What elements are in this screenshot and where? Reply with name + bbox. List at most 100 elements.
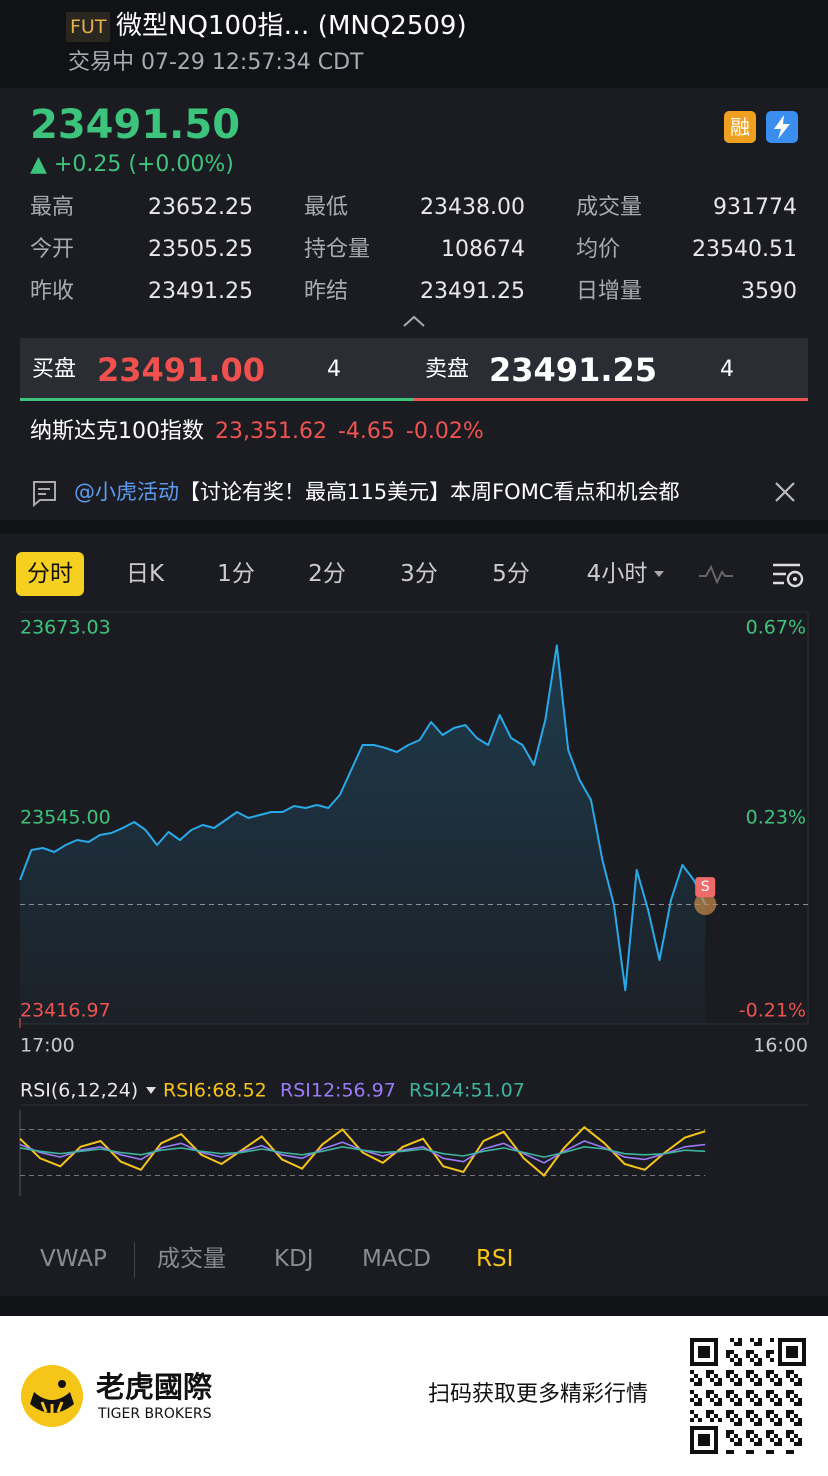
qr-module — [754, 1382, 758, 1386]
qr-module — [766, 1410, 770, 1414]
index-quote: 纳斯达克100指数 23,351.62 -4.65 -0.02% — [30, 417, 484, 447]
qr-module — [714, 1426, 718, 1430]
indicator-tab[interactable]: 成交量 — [157, 1246, 226, 1272]
qr-module — [778, 1418, 782, 1422]
qr-module — [730, 1350, 734, 1354]
qr-module — [802, 1358, 806, 1362]
qr-module — [746, 1374, 750, 1378]
rsi-legend: RSI6:68.52 — [163, 1080, 267, 1102]
qr-module — [698, 1354, 702, 1358]
announcement-text[interactable]: 【讨论有奖！最高115美元】本周FOMC看点和机会都 — [179, 480, 680, 504]
chart-type-icon[interactable] — [698, 562, 734, 586]
qr-module — [706, 1354, 710, 1358]
qr-module — [714, 1414, 718, 1418]
qr-module — [746, 1450, 750, 1454]
qr-module — [798, 1402, 802, 1406]
qr-module — [714, 1350, 718, 1354]
qr-module — [802, 1354, 806, 1358]
qr-module — [786, 1434, 790, 1438]
qr-module — [758, 1422, 762, 1426]
settings-icon[interactable] — [770, 560, 806, 590]
qr-module — [690, 1370, 694, 1374]
qr-module — [758, 1342, 762, 1346]
collapse-chevron[interactable] — [402, 314, 426, 328]
order-book — [20, 338, 808, 398]
bid-bar — [20, 398, 414, 401]
qr-module — [746, 1410, 750, 1414]
qr-module — [726, 1390, 730, 1394]
qr-module — [758, 1378, 762, 1382]
stat-label: 最低 — [304, 195, 349, 220]
indicator-tab[interactable]: RSI — [476, 1246, 514, 1272]
qr-module — [778, 1350, 782, 1354]
qr-module — [766, 1370, 770, 1374]
qr-module — [786, 1450, 790, 1454]
qr-module — [766, 1450, 770, 1454]
qr-module — [746, 1390, 750, 1394]
qr-module — [698, 1434, 702, 1438]
qr-module — [790, 1350, 794, 1354]
qr-module — [714, 1402, 718, 1406]
period-tab[interactable]: 2分 — [308, 561, 346, 587]
mention[interactable]: @小虎活动 — [74, 480, 179, 504]
period-tab[interactable]: 分时 — [16, 552, 84, 596]
indicator-tab[interactable]: MACD — [362, 1246, 431, 1272]
qr-module — [774, 1394, 778, 1398]
qr-module — [726, 1354, 730, 1358]
qr-module — [730, 1450, 734, 1454]
qr-module — [698, 1350, 702, 1354]
qr-module — [790, 1378, 794, 1382]
qr-module — [790, 1410, 794, 1414]
period-tab[interactable]: 日K — [125, 561, 165, 587]
period-tab[interactable]: 4小时 — [586, 561, 648, 587]
index-name: 纳斯达克100指数 — [30, 419, 204, 444]
qr-module — [798, 1338, 802, 1342]
last-price: 23491.50 — [30, 102, 241, 148]
qr-module — [746, 1370, 750, 1374]
qr-module — [750, 1350, 754, 1354]
ask-price: 23491.25 — [489, 351, 658, 389]
lightning-badge — [766, 111, 798, 143]
qr-module — [790, 1362, 794, 1366]
signal-badge — [695, 877, 716, 898]
qr-module — [710, 1390, 714, 1394]
qr-module — [698, 1450, 702, 1454]
qr-module — [766, 1434, 770, 1438]
qr-module — [730, 1378, 734, 1382]
period-tab[interactable]: 3分 — [400, 561, 438, 587]
qr-module — [766, 1374, 770, 1378]
qr-module — [738, 1382, 742, 1386]
qr-module — [698, 1438, 702, 1442]
qr-module — [778, 1358, 782, 1362]
indicator-tab[interactable]: KDJ — [274, 1246, 314, 1272]
indicator-tab[interactable]: VWAP — [40, 1246, 107, 1272]
qr-module — [714, 1358, 718, 1362]
qr-module — [698, 1442, 702, 1446]
qr-module — [754, 1442, 758, 1446]
qr-module — [754, 1354, 758, 1358]
qr-module — [770, 1418, 774, 1422]
qr-module — [778, 1442, 782, 1446]
stat-label: 昨收 — [30, 279, 75, 304]
header-bar — [0, 0, 828, 88]
qr-module — [738, 1398, 742, 1402]
period-tab[interactable]: 1分 — [217, 561, 255, 587]
y-tick-label: 23673.03 — [20, 617, 111, 639]
period-tab[interactable]: 5分 — [492, 561, 530, 587]
qr-module — [786, 1350, 790, 1354]
y-tick-label: 23416.97 — [20, 1000, 111, 1022]
rsi-legend: RSI12:56.97 — [280, 1080, 396, 1102]
y2-tick-label: 0.67% — [746, 617, 806, 639]
qr-module — [726, 1374, 730, 1378]
close-icon[interactable] — [774, 481, 796, 503]
qr-module — [738, 1342, 742, 1346]
qr-module — [778, 1422, 782, 1426]
qr-module — [710, 1370, 714, 1374]
qr-module — [706, 1350, 710, 1354]
qr-module — [798, 1438, 802, 1442]
qr-module — [698, 1418, 702, 1422]
qr-module — [794, 1422, 798, 1426]
announcement[interactable]: @小虎活动【讨论有奖！最高115美元】本周FOMC看点和机会都 — [74, 477, 679, 507]
rsi-line — [19, 1125, 706, 1177]
